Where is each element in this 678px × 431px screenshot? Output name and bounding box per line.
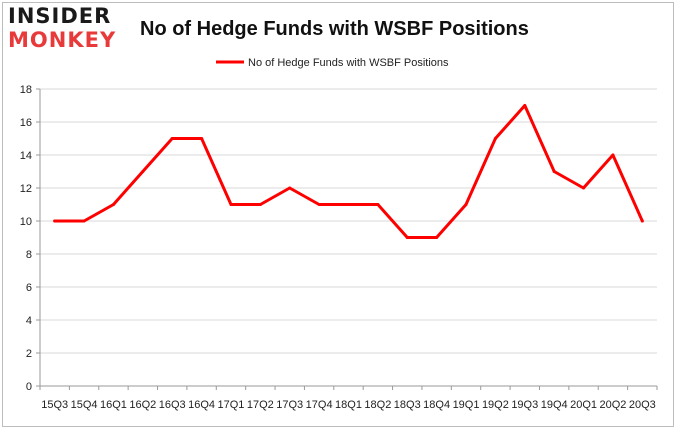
data-point — [229, 203, 233, 206]
data-point — [405, 236, 409, 239]
y-tick-label: 8 — [26, 249, 32, 261]
x-tick-label: 19Q3 — [511, 399, 538, 411]
x-tick-label: 18Q4 — [423, 399, 450, 411]
x-tick-label: 20Q3 — [629, 399, 656, 411]
y-tick-label: 10 — [20, 216, 32, 228]
data-point — [200, 137, 204, 140]
data-point — [111, 203, 115, 206]
y-tick-label: 6 — [26, 282, 32, 294]
y-tick-label: 16 — [20, 117, 32, 129]
logo-line-2: MONKEY — [8, 28, 117, 52]
x-tick-label: 15Q3 — [41, 399, 68, 411]
legend: No of Hedge Funds with WSBF Positions — [216, 57, 449, 69]
data-point — [611, 153, 615, 157]
y-tick-label: 18 — [20, 84, 32, 96]
y-axis: 0 2 4 6 8 10 12 14 16 18 — [20, 84, 41, 393]
series-group — [53, 104, 644, 239]
y-tick-label: 4 — [26, 315, 32, 327]
insider-monkey-logo: INSIDER MONKEY — [8, 6, 116, 51]
x-tick-label: 17Q4 — [306, 399, 333, 411]
data-point — [347, 203, 350, 206]
data-point — [640, 219, 644, 223]
x-tick-label: 16Q2 — [129, 399, 156, 411]
legend-label: No of Hedge Funds with WSBF Positions — [248, 57, 449, 69]
y-tick-label: 12 — [20, 183, 32, 195]
data-point — [170, 137, 174, 140]
data-point — [258, 203, 262, 206]
y-tick-label: 14 — [20, 150, 32, 162]
data-point — [141, 170, 145, 173]
x-tick-label: 20Q2 — [599, 399, 626, 411]
x-tick-label: 19Q1 — [453, 399, 480, 411]
x-tick-label: 16Q3 — [159, 399, 186, 411]
x-tick-label: 17Q1 — [218, 399, 245, 411]
y-tick-label: 0 — [26, 381, 32, 393]
data-point — [53, 219, 57, 223]
chart-title: No of Hedge Funds with WSBF Positions — [140, 18, 529, 40]
x-tick-label: 17Q2 — [247, 399, 274, 411]
data-point — [288, 186, 292, 190]
x-tick-label: 16Q4 — [188, 399, 215, 411]
x-tick-label: 15Q4 — [71, 399, 98, 411]
x-tick-label: 19Q4 — [541, 399, 568, 411]
chart-frame — [2, 2, 674, 427]
data-point — [493, 137, 497, 140]
data-point — [552, 170, 556, 173]
data-point — [435, 236, 439, 239]
x-tick-label: 18Q1 — [335, 399, 362, 411]
data-point — [376, 203, 380, 206]
gridlines — [40, 88, 657, 354]
x-tick-label: 17Q3 — [276, 399, 303, 411]
x-tick-label: 19Q2 — [482, 399, 509, 411]
x-axis: 15Q3 15Q4 16Q1 16Q2 16Q3 16Q4 17Q1 17Q2 17Q3 17Q4… — [39, 385, 658, 411]
data-point — [317, 203, 321, 206]
data-point — [82, 219, 86, 223]
y-tick-label: 2 — [26, 348, 32, 360]
x-tick-label: 20Q1 — [570, 399, 597, 411]
logo-line-1: INSIDER — [8, 4, 112, 28]
data-point — [464, 203, 468, 206]
data-point — [582, 186, 586, 190]
data-point — [523, 104, 527, 107]
x-tick-label: 18Q2 — [364, 399, 391, 411]
x-tick-label: 16Q1 — [100, 399, 127, 411]
x-tick-label: 18Q3 — [394, 399, 421, 411]
